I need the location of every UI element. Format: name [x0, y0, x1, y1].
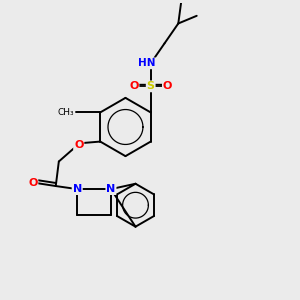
Text: O: O — [74, 140, 83, 150]
Text: O: O — [28, 178, 38, 188]
Text: CH₃: CH₃ — [58, 108, 74, 117]
Text: O: O — [163, 81, 172, 92]
Text: N: N — [73, 184, 82, 194]
Text: N: N — [106, 184, 116, 194]
Text: O: O — [129, 81, 139, 92]
Text: S: S — [147, 81, 155, 92]
Text: HN: HN — [138, 58, 156, 68]
